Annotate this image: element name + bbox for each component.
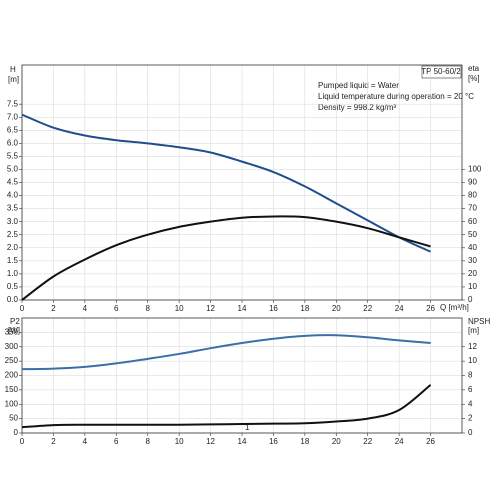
x-tick-label: 2	[51, 304, 56, 313]
x-tick-label: 20	[332, 437, 341, 446]
x-tick-label: 26	[426, 437, 435, 446]
x-tick-label: 8	[145, 437, 150, 446]
series-line	[21, 384, 432, 429]
x-tick-label: 10	[175, 304, 184, 313]
y2-axis-unit: [m]	[468, 326, 479, 335]
x-tick-label: 4	[83, 437, 88, 446]
model-box	[421, 65, 462, 79]
y-tick-label: 2.0	[7, 243, 19, 252]
curve-annotation: 1	[245, 423, 250, 432]
x-tick-label: 4	[83, 304, 88, 313]
x-tick-label: 14	[238, 437, 247, 446]
x-tick-label: 22	[363, 437, 372, 446]
series-line	[21, 113, 431, 253]
y-tick-label: 4.0	[7, 191, 19, 200]
y-tick-label: 3.5	[7, 204, 19, 213]
x-tick-label: 12	[206, 437, 215, 446]
x-tick-label: 6	[114, 437, 119, 446]
x-tick-label: 18	[300, 437, 309, 446]
y2-tick-label: 100	[468, 165, 482, 174]
x-tick-label: 6	[114, 304, 119, 313]
x-tick-label: 24	[395, 437, 404, 446]
y2-tick-label: 50	[468, 230, 477, 239]
x-tick-label: 0	[20, 304, 25, 313]
y-tick-label: 100	[5, 399, 19, 408]
y2-tick-label: 0	[468, 295, 473, 304]
y-tick-label: 200	[5, 371, 19, 380]
y2-tick-label: 0	[468, 428, 473, 437]
y2-tick-label: 10	[468, 356, 477, 365]
series-line	[21, 334, 431, 371]
y2-axis-label: eta	[468, 64, 480, 73]
y-tick-label: 5.0	[7, 165, 19, 174]
y-tick-label: 1.0	[7, 269, 19, 278]
x-tick-label: 16	[269, 437, 278, 446]
y2-tick-label: 12	[468, 342, 477, 351]
y-tick-label: 150	[5, 385, 19, 394]
info-line: Density = 998.2 kg/m³	[318, 103, 396, 112]
y2-tick-label: 90	[468, 178, 477, 187]
series-line	[21, 215, 431, 301]
x-tick-label: 16	[269, 304, 278, 313]
y-tick-label: 0.0	[7, 295, 19, 304]
y2-tick-label: 60	[468, 217, 477, 226]
plot-frame	[21, 64, 463, 301]
x-tick-label: 14	[238, 304, 247, 313]
y-tick-label: 50	[9, 414, 18, 423]
y-tick-label: 300	[5, 342, 19, 351]
x-tick-label: 26	[426, 304, 435, 313]
y2-tick-label: 4	[468, 399, 473, 408]
y2-tick-label: 80	[468, 191, 477, 200]
y-tick-label: 0.5	[7, 282, 19, 291]
y-axis-label: P2	[10, 317, 20, 326]
y-tick-label: 5.5	[7, 151, 19, 160]
plot-frame	[21, 317, 463, 434]
x-axis-label: Q [m³/h]	[440, 303, 469, 312]
y2-tick-label: 70	[468, 204, 477, 213]
x-tick-label: 2	[51, 437, 56, 446]
y2-tick-label: 40	[468, 243, 477, 252]
info-line: Pumped liquid = Water	[318, 81, 399, 90]
y2-axis-unit: [%]	[468, 74, 480, 83]
x-tick-label: 18	[300, 304, 309, 313]
info-line: Liquid temperature during operation = 20…	[318, 92, 474, 101]
y-tick-label: 2.5	[7, 230, 19, 239]
y2-tick-label: 20	[468, 269, 477, 278]
model-label: TP 50-60/2	[421, 67, 461, 76]
y-tick-label: 1.5	[7, 256, 19, 265]
y-axis-unit: [m]	[8, 75, 19, 84]
y-tick-label: 4.5	[7, 178, 19, 187]
x-tick-label: 24	[395, 304, 404, 313]
y-axis-label: H	[10, 65, 16, 74]
y2-tick-label: 8	[468, 371, 473, 380]
y2-tick-label: 6	[468, 385, 473, 394]
x-tick-label: 8	[145, 304, 150, 313]
y-tick-label: 7.5	[7, 99, 19, 108]
y-tick-label: 3.0	[7, 217, 19, 226]
x-tick-label: 12	[206, 304, 215, 313]
y-tick-label: 0	[14, 428, 19, 437]
x-tick-label: 22	[363, 304, 372, 313]
y2-tick-label: 30	[468, 256, 477, 265]
x-tick-label: 0	[20, 437, 25, 446]
y-tick-label: 350	[5, 327, 19, 336]
y-tick-label: 6.0	[7, 138, 19, 147]
y-tick-label: 250	[5, 356, 19, 365]
y-tick-label: 7.0	[7, 112, 19, 121]
y2-axis-label: NPSH	[468, 317, 490, 326]
y2-tick-label: 10	[468, 282, 477, 291]
x-tick-label: 20	[332, 304, 341, 313]
y2-tick-label: 2	[468, 414, 473, 423]
y-axis-unit: [W]	[8, 326, 20, 335]
y-tick-label: 6.5	[7, 125, 19, 134]
x-tick-label: 10	[175, 437, 184, 446]
